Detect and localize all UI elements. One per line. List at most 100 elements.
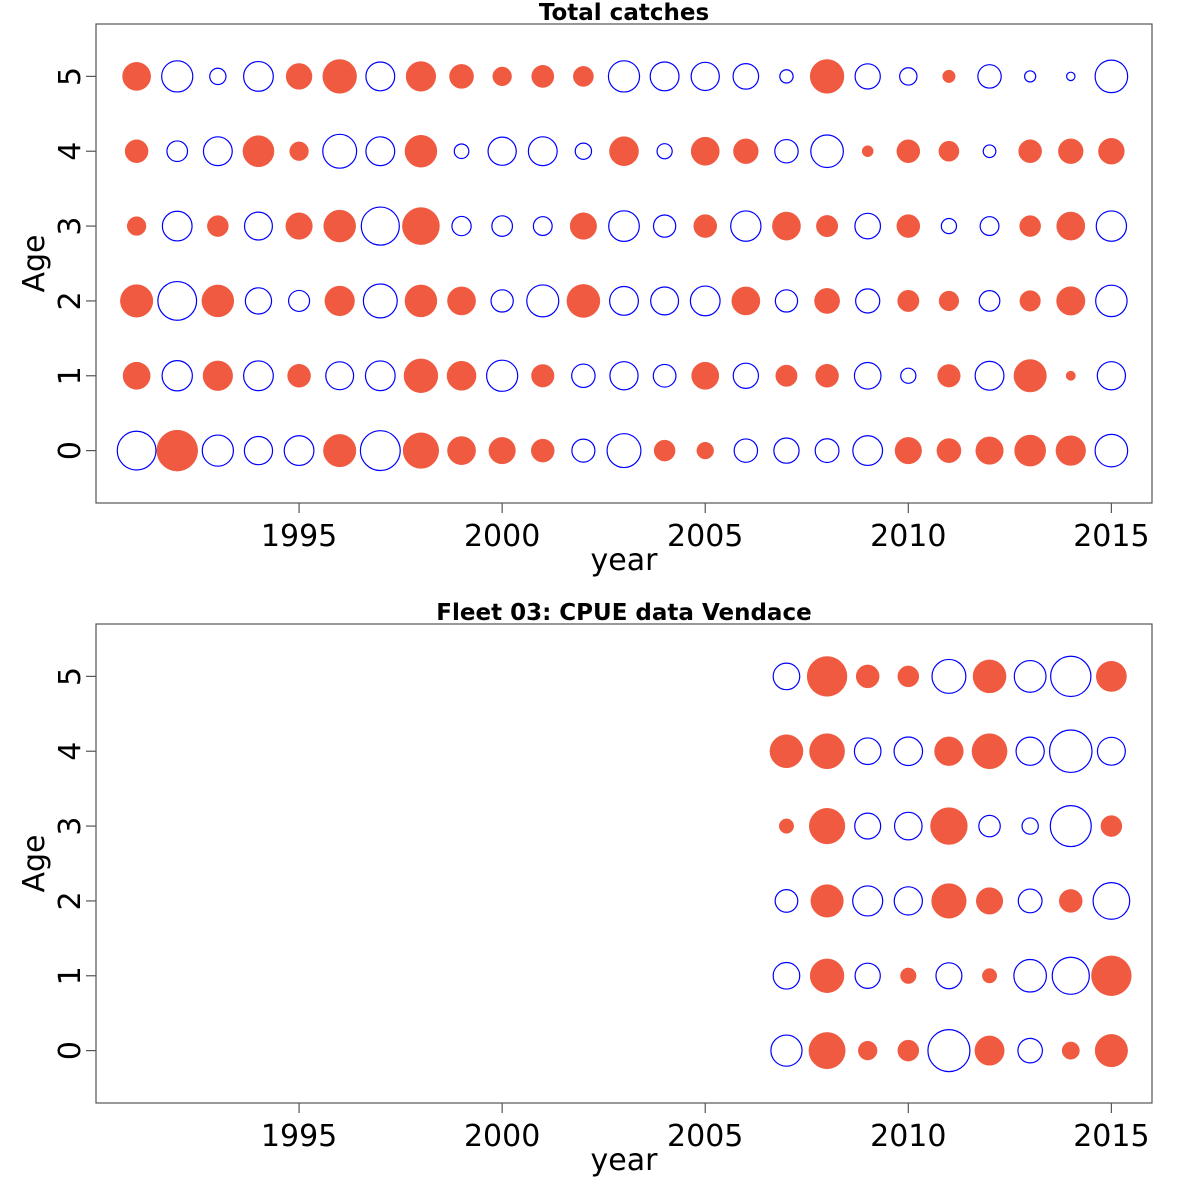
x-tick-label: 2015 [1073,519,1149,554]
x-tick-label: 2000 [464,1119,540,1154]
bubble-age2-1992 [157,280,198,321]
chart-title: Total catches [539,0,709,26]
x-tick-label: 2005 [667,1119,743,1154]
bubble-age2-2005 [689,285,721,317]
bubble-age3-1992 [161,210,193,242]
bubble-age5-2009 [854,63,881,90]
bubble-age3-2010 [893,811,923,841]
bubble-age1-2011 [935,962,963,990]
bubble-age0-1997 [359,430,401,472]
bubble-age5-2003 [607,60,641,93]
bubble-age1-2008 [815,364,839,388]
bubble-age0-1991 [116,430,157,471]
bubble-age0-2004 [653,439,676,462]
bubble-age2-2015 [1092,882,1131,920]
bubble-age5-2012 [977,64,1002,89]
bubble-age0-2010 [897,1039,920,1062]
y-tick-label: 0 [53,441,88,460]
y-tick-label: 4 [53,142,88,161]
bubble-age1-2010 [900,967,917,984]
bubble-age4-2007 [774,138,799,164]
bubble-age5-1992 [161,60,194,93]
bubble-age0-2012 [974,1035,1005,1066]
bubble-age4-2008 [810,134,844,169]
bubble-age0-2010 [894,437,922,465]
bubble-age5-1995 [285,63,313,90]
y-tick-label: 5 [53,67,88,86]
y-tick-label: 3 [53,217,88,236]
y-tick-label: 4 [53,742,88,761]
bubble-age4-2013 [1018,139,1042,163]
bubble-age2-1997 [362,283,398,319]
bubble-age1-2015 [1096,361,1127,391]
bubble-age5-2001 [531,65,555,88]
bubble-age1-2011 [937,364,961,388]
bubble-age5-1996 [322,59,357,94]
chart-panel-2: Fleet 03: CPUE data Vendace 1995 2000 2005 2… [17,600,1153,1178]
bubble-age0-2008 [814,438,840,464]
bubble-age1-1997 [364,360,396,392]
bubble-age2-2010 [897,289,920,312]
bubble-age3-2014 [1049,805,1092,848]
bubble-age3-2003 [608,210,640,242]
chart-panel-1: Total catches 1995 2000 2005 2010 2015 0 1 2 3 4 5 y… [17,0,1153,578]
x-axis-label: year [591,543,659,578]
bubble-age1-2012 [974,360,1005,391]
x-tick-label: 2005 [667,519,743,554]
bubble-age2-2008 [814,288,840,314]
y-tick-label: 0 [53,1041,88,1060]
bubble-age1-2002 [571,363,596,389]
bubble-age5-2008 [809,59,845,94]
bubble-age0-2011 [927,1029,971,1073]
bubble-age2-2002 [566,284,601,318]
bubble-age3-1997 [360,206,400,246]
bubble-age2-2009 [852,885,884,917]
bubble-age5-2011 [931,658,967,694]
bubble-age0-2015 [1094,1034,1128,1068]
bubble-age5-2010 [899,67,918,86]
bubble-age3-2009 [854,212,882,240]
bubble-age5-2002 [573,66,594,87]
bubble-age1-2013 [1013,359,1047,393]
bubble-age0-1994 [243,435,274,466]
bubble-age1-2003 [609,361,639,391]
bubble-age0-2009 [858,1040,878,1061]
bubble-age0-1998 [402,432,439,469]
bubble-age2-1994 [244,287,273,315]
bubble-age2-2012 [978,290,1001,312]
bubble-age1-1995 [287,364,311,388]
bubble-age0-1992 [156,429,198,472]
bubble-age1-2007 [775,364,798,387]
bubble-age0-2009 [852,435,884,467]
bubble-age0-2014 [1061,1041,1080,1060]
bubble-age4-2011 [938,140,960,162]
bubble-age3-1996 [323,209,356,243]
y-tick-label: 2 [53,891,88,910]
bubble-age0-2013 [1014,434,1046,467]
bubble-age5-1993 [209,67,227,86]
bubble-age2-1999 [447,286,476,316]
bubble-age4-2010 [893,736,924,767]
bubble-age1-2015 [1091,955,1132,996]
bubble-age2-2011 [938,290,960,312]
bubble-age5-2013 [1013,659,1047,693]
bubble-age3-2014 [1056,211,1086,241]
x-tick-label: 2010 [870,1119,946,1154]
bubble-age5-2008 [806,656,848,697]
bubble-age1-2010 [900,367,917,384]
bubble-age0-1996 [323,434,357,468]
bubble-age5-2009 [855,664,880,689]
bubble-age4-2014 [1048,729,1093,774]
bubble-age1-2009 [854,962,881,989]
bubble-age0-2006 [733,438,759,463]
bubble-age4-1993 [202,136,233,167]
bubble-age5-2007 [779,69,794,84]
bubble-age1-2008 [809,958,845,993]
bubble-age3-2005 [693,214,717,238]
bubble-age2-2015 [1095,284,1128,318]
bubble-age3-2010 [896,214,921,238]
bubble-age5-1994 [243,60,274,92]
bubble-age1-2012 [982,968,998,984]
bubble-age2-1996 [324,285,355,317]
